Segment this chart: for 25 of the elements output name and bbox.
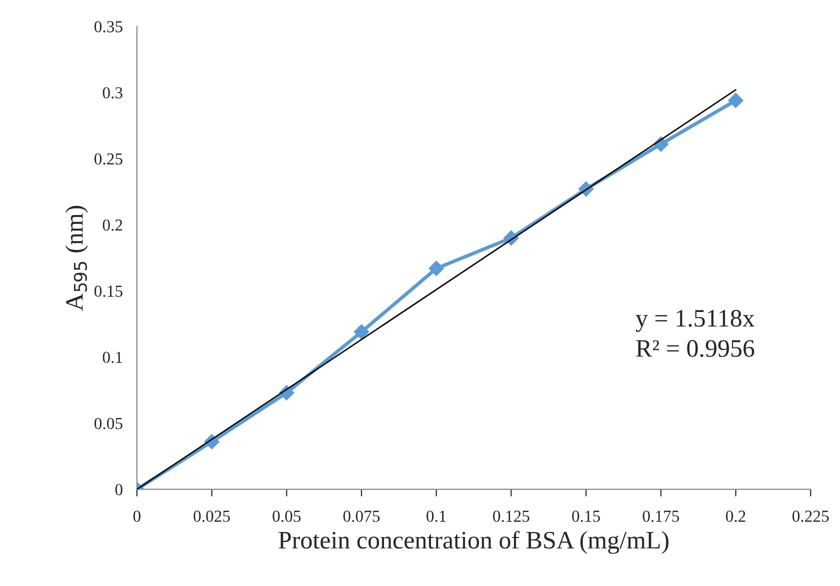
x-tick-label: 0.075	[343, 510, 380, 522]
x-tick-label: 0.125	[493, 510, 530, 522]
point	[428, 260, 444, 276]
x-tick-label: 0.1	[426, 510, 446, 522]
x-tick-label: 0.175	[642, 510, 679, 522]
x-axis-title: Protein concentration of BSA (mg/mL)	[278, 530, 668, 554]
point	[354, 324, 370, 340]
annotation: y = 1.5118x	[636, 310, 755, 332]
y-tick-label: 0.15	[94, 286, 122, 297]
y-tick-label: 0	[115, 484, 122, 496]
x-tick-label: 0.025	[194, 510, 230, 522]
y-tick-label: 0.1	[102, 352, 122, 364]
point	[728, 92, 744, 108]
x-tick-label: 0.05	[272, 510, 301, 522]
y-tick-label: 0.2	[102, 219, 122, 231]
x-tick-label: 0.2	[726, 510, 746, 522]
x-tick-label: 0.225	[792, 510, 829, 522]
x-tick-label: 0.15	[572, 510, 600, 522]
annotation: R² = 0.9956	[636, 340, 754, 358]
y-tick-label: 0.05	[94, 418, 122, 430]
y-axis-title: A$_{595}$ (nm)	[65, 206, 88, 311]
y-tick-label: 0.25	[94, 153, 122, 165]
x-tick-label: 0	[133, 510, 140, 522]
y-tick-label: 0.35	[94, 21, 122, 32]
y-tick-label: 0.3	[102, 87, 122, 99]
